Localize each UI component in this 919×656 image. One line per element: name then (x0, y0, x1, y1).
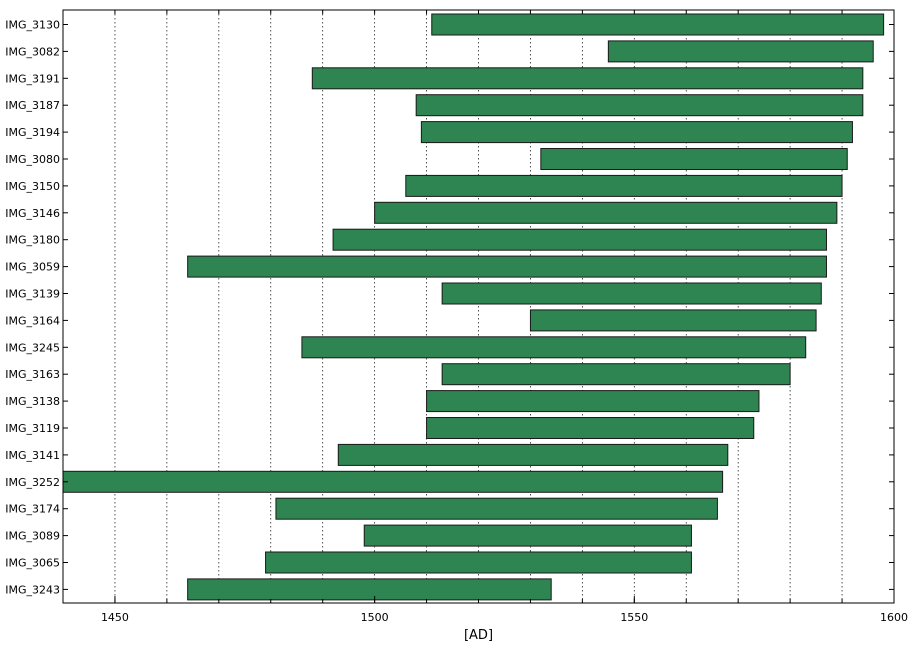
bar-img-3174 (275, 497, 718, 520)
bar-img-3130 (431, 13, 885, 36)
x-tick-label: 1600 (880, 611, 908, 624)
bar-img-3164 (529, 309, 817, 332)
y-axis: IMG_3130 IMG_3082 IMG_3191 IMG_3187 IMG_3194… (5, 19, 894, 596)
bar-img-3138 (426, 390, 760, 413)
y-tick-label: IMG_3194 (5, 126, 60, 139)
y-tick-label: IMG_3141 (5, 449, 60, 462)
x-axis: 1450 1500 1550 1600 (101, 10, 908, 624)
bar-img-3119 (426, 417, 755, 439)
x-tick-label: 1550 (620, 611, 648, 624)
y-tick-label: IMG_3180 (5, 234, 60, 247)
bar-img-3245 (301, 336, 807, 359)
y-tick-label: IMG_3163 (5, 368, 60, 381)
y-tick-label: IMG_3146 (5, 207, 60, 220)
bar-img-3150 (405, 174, 843, 197)
y-tick-label: IMG_3150 (5, 180, 60, 193)
y-tick-label: IMG_3080 (5, 153, 60, 166)
y-tick-label: IMG_3164 (5, 314, 60, 327)
bar-img-3059 (187, 255, 827, 278)
bar-img-3187 (415, 94, 864, 117)
bar-img-3194 (420, 121, 853, 144)
bar-img-3080 (540, 148, 848, 170)
bar-img-3141 (337, 443, 729, 466)
x-tick-label: 1450 (101, 611, 129, 624)
y-tick-label: IMG_3174 (5, 503, 60, 516)
y-tick-label: IMG_3139 (5, 288, 60, 301)
y-tick-label: IMG_3138 (5, 395, 60, 408)
bar-img-3243 (187, 578, 552, 601)
y-tick-label: IMG_3252 (5, 476, 60, 489)
y-tick-label: IMG_3130 (5, 19, 60, 32)
y-tick-label: IMG_3082 (5, 45, 60, 58)
y-tick-label: IMG_3187 (5, 99, 60, 112)
bar-img-3163 (441, 363, 791, 386)
bar-layer (62, 13, 885, 601)
grid-layer (114, 10, 843, 603)
bar-img-3146 (374, 201, 838, 224)
y-tick-label: IMG_3089 (5, 530, 60, 543)
bar-img-3191 (311, 67, 864, 90)
y-tick-label: IMG_3065 (5, 557, 60, 570)
bar-img-3252 (62, 470, 724, 493)
bar-img-3139 (441, 282, 822, 305)
y-tick-label: IMG_3119 (5, 422, 60, 435)
bar-img-3089 (363, 524, 692, 547)
bar-img-3082 (607, 40, 874, 63)
y-tick-label: IMG_3243 (5, 583, 60, 596)
bar-img-3180 (332, 228, 827, 251)
x-tick-label: 1500 (361, 611, 389, 624)
x-axis-title: [AD] (464, 628, 493, 643)
y-tick-label: IMG_3245 (5, 341, 60, 354)
y-tick-label: IMG_3059 (5, 261, 60, 274)
bar-img-3065 (265, 551, 692, 574)
y-tick-label: IMG_3191 (5, 72, 60, 85)
